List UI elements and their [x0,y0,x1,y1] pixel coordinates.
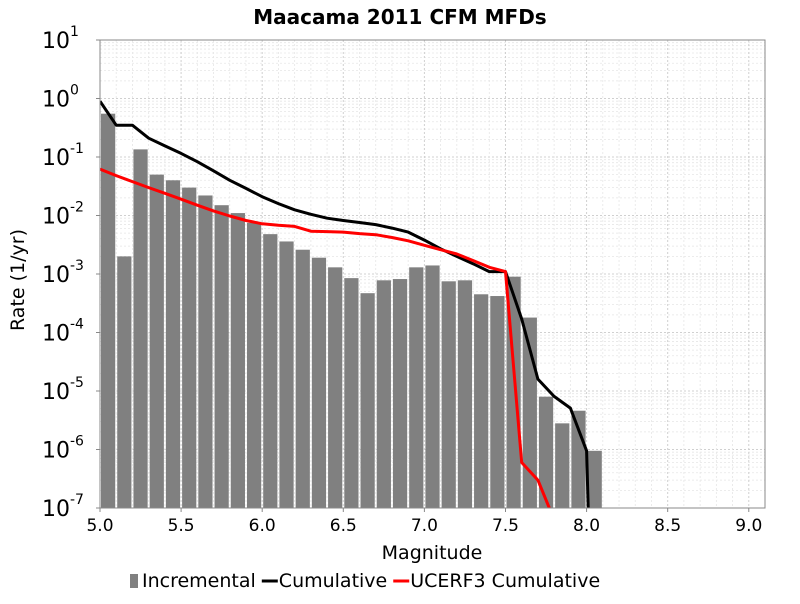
series-line-cumulative [100,100,590,508]
legend-label-incremental: Incremental [142,570,256,592]
incremental-bar [344,278,359,508]
y-tick-label: 10 [42,439,70,464]
legend-label-ucerf3-cumulative: UCERF3 Cumulative [410,570,600,592]
y-tick-label: 10 [42,146,70,171]
x-tick-label: 9.0 [735,516,762,536]
incremental-bar [117,256,132,508]
incremental-bar [279,241,294,508]
legend-label-cumulative: Cumulative [279,570,387,592]
incremental-bar [133,149,148,508]
incremental-bar [538,396,554,508]
x-tick-label: 6.5 [330,516,357,536]
incremental-bar [409,267,424,508]
legend-swatch-incremental [130,574,138,588]
x-axis-label: Magnitude [382,542,483,564]
incremental-bar [555,423,570,508]
incremental-bar [246,222,262,509]
incremental-bar [311,257,327,508]
incremental-bar [474,294,489,508]
x-tick-label: 5.0 [86,516,113,536]
series-lines [100,100,590,508]
y-tick-label: 10 [42,380,70,405]
x-tick-label: 7.0 [411,516,438,536]
y-tick-exponent: -6 [70,434,84,450]
incremental-bar [425,265,440,508]
y-axis-label: Rate (1/yr) [7,229,29,331]
y-tick-exponent: -4 [70,317,84,333]
x-tick-label: 8.5 [654,516,681,536]
y-tick-exponent: 0 [70,83,79,99]
series-line-ucerf3-cumulative [100,167,551,508]
incremental-bar [376,280,391,508]
y-tick-label: 10 [42,29,70,54]
incremental-bar [214,205,229,508]
incremental-bar [328,267,343,508]
y-tick-exponent: -3 [70,258,84,274]
y-tick-exponent: 1 [70,24,79,40]
incremental-bar [101,113,116,508]
incremental-bar [295,249,310,508]
y-tick-label: 10 [42,88,70,113]
y-tick-exponent: -1 [70,141,84,157]
y-tick-label: 10 [42,263,70,288]
incremental-bar [198,195,213,509]
y-tick-label: 10 [42,322,70,347]
incremental-bar [392,279,408,508]
x-tick-label: 5.5 [168,516,195,536]
incremental-bars [101,113,602,509]
legend: Incremental Cumulative UCERF3 Cumulative [130,570,600,592]
incremental-bar [441,281,456,508]
incremental-bar [360,293,375,508]
chart-title: Maacama 2011 CFM MFDs [253,5,546,29]
incremental-bar [149,174,164,508]
incremental-bar [263,234,278,508]
incremental-bar [457,280,473,508]
y-tick-label: 10 [42,205,70,230]
incremental-bar [230,213,245,508]
incremental-bar [182,187,197,508]
y-tick-exponent: -7 [70,492,84,508]
incremental-bar [587,450,602,508]
y-tick-exponent: -2 [70,200,84,216]
x-tick-label: 6.0 [249,516,276,536]
y-tick-exponent: -5 [70,375,84,391]
x-tick-label: 7.5 [492,516,519,536]
y-tick-label: 10 [42,497,70,522]
incremental-bar [490,296,505,508]
x-tick-label: 8.0 [573,516,600,536]
incremental-bar [165,180,181,509]
